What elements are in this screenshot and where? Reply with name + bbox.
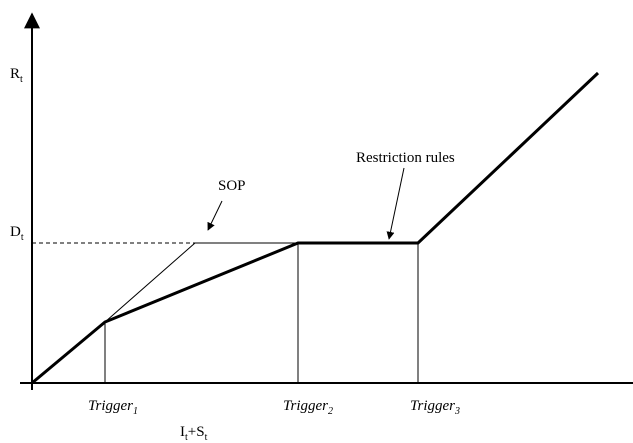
annotation: SOP (218, 178, 246, 194)
trigger-label: Trigger1 (88, 398, 138, 417)
arrow (207, 200, 223, 231)
restriction-line (31, 71, 600, 385)
sop-line (104, 242, 298, 323)
x-label: It+St (180, 424, 208, 443)
annotation: Restriction rules (356, 150, 455, 166)
trigger-label: Trigger3 (410, 398, 460, 417)
y-label: Rt (10, 66, 23, 85)
d-label: Dt (10, 224, 24, 243)
arrow (386, 167, 405, 240)
trigger-label: Trigger2 (283, 398, 333, 417)
